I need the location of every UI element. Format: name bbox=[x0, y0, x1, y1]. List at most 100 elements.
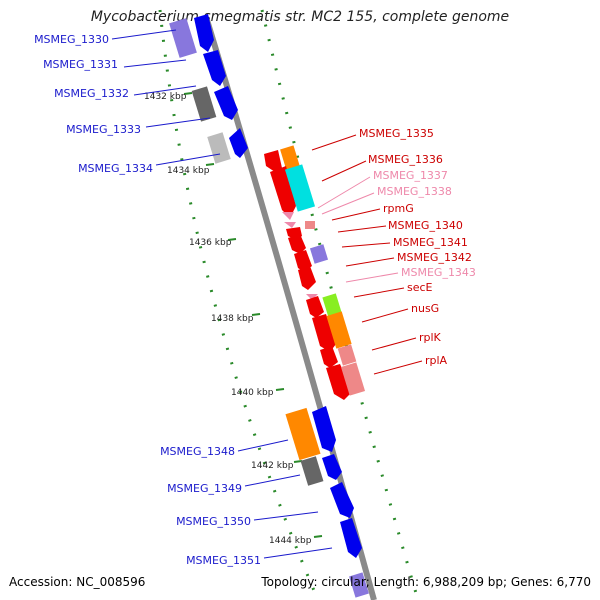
gene-arrow bbox=[340, 518, 362, 558]
leader-line bbox=[237, 439, 289, 452]
gene-block bbox=[340, 362, 366, 396]
kbp-label: 1440 kbp bbox=[231, 388, 274, 398]
kbp-label: 1442 kbp bbox=[251, 461, 294, 471]
genome-summary-text: Topology: circular; Length: 6,988,209 bp… bbox=[261, 575, 591, 589]
gene-label[interactable]: MSMEG_1335 bbox=[359, 127, 434, 140]
gene-arrow bbox=[306, 294, 318, 300]
gene-arrow bbox=[312, 406, 336, 452]
gene-label[interactable]: MSMEG_1334 bbox=[78, 162, 153, 175]
kbp-label: 1444 kbp bbox=[269, 536, 312, 546]
lower-genes bbox=[285, 406, 369, 598]
kbp-tick bbox=[313, 535, 323, 538]
gene-label[interactable]: nusG bbox=[411, 302, 439, 315]
gene-label[interactable]: secE bbox=[407, 281, 433, 294]
gene-block bbox=[207, 132, 231, 164]
gene-block bbox=[349, 572, 369, 598]
leader-line bbox=[123, 59, 187, 68]
gene-label[interactable]: MSMEG_1337 bbox=[373, 169, 448, 182]
gene-label[interactable]: MSMEG_1330 bbox=[34, 33, 109, 46]
leader-lines-red bbox=[311, 134, 423, 375]
gene-arrow bbox=[203, 50, 226, 86]
accession-text: Accession: NC_008596 bbox=[9, 575, 146, 589]
gene-label[interactable]: MSMEG_1351 bbox=[186, 554, 261, 567]
leader-line bbox=[263, 547, 333, 559]
gene-arrow bbox=[294, 250, 312, 272]
gene-label[interactable]: MSMEG_1350 bbox=[176, 515, 251, 528]
gene-block bbox=[280, 145, 300, 171]
leader-line bbox=[345, 257, 395, 267]
leader-line bbox=[317, 176, 371, 209]
gene-arrow bbox=[264, 150, 282, 172]
gene-block bbox=[285, 407, 321, 461]
kbp-label: 1432 kbp bbox=[144, 92, 187, 102]
gene-label[interactable]: MSMEG_1332 bbox=[54, 87, 129, 100]
leader-line bbox=[253, 511, 319, 521]
gene-label[interactable]: rplK bbox=[419, 331, 442, 344]
kbp-label: 1434 kbp bbox=[167, 166, 210, 176]
kbp-tick bbox=[251, 313, 261, 316]
gene-label[interactable]: rpmG bbox=[383, 202, 414, 215]
gene-label[interactable]: MSMEG_1341 bbox=[393, 236, 468, 249]
gene-block bbox=[337, 344, 357, 366]
gene-arrow bbox=[322, 454, 342, 480]
gene-label[interactable]: MSMEG_1331 bbox=[43, 58, 118, 71]
leader-line bbox=[321, 160, 367, 182]
leader-line bbox=[244, 474, 301, 487]
gene-label[interactable]: MSMEG_1340 bbox=[388, 219, 463, 232]
kbp-label: 1436 kbp bbox=[189, 238, 232, 248]
gene-label[interactable]: MSMEG_1342 bbox=[397, 251, 472, 264]
leader-line bbox=[145, 117, 211, 128]
gene-label[interactable]: rplA bbox=[425, 354, 448, 367]
gene-block bbox=[300, 456, 324, 486]
gene-block bbox=[191, 86, 217, 122]
gene-block bbox=[322, 293, 342, 317]
gene-arrow bbox=[306, 296, 324, 318]
gene-block bbox=[309, 244, 329, 264]
kbp-tick bbox=[183, 92, 193, 95]
gene-label[interactable]: MSMEG_1348 bbox=[160, 445, 235, 458]
kbp-tick bbox=[275, 388, 285, 391]
leader-line bbox=[331, 208, 381, 221]
leader-line bbox=[111, 29, 177, 40]
leader-line bbox=[345, 272, 399, 283]
upper-left-genes bbox=[169, 14, 248, 164]
leader-line bbox=[337, 225, 387, 233]
gene-arrow bbox=[229, 128, 248, 158]
kbp-tick bbox=[227, 238, 237, 241]
gene-label[interactable]: MSMEG_1343 bbox=[401, 266, 476, 279]
gene-block bbox=[169, 18, 197, 58]
gene-arrow bbox=[330, 482, 354, 518]
leader-lines-blue bbox=[111, 29, 333, 559]
gene-arrow bbox=[214, 86, 238, 120]
gene-label[interactable]: MSMEG_1333 bbox=[66, 123, 141, 136]
gene-arrow bbox=[270, 166, 296, 218]
gene-label[interactable]: MSMEG_1349 bbox=[167, 482, 242, 495]
gene-arrow bbox=[320, 346, 338, 368]
leader-line bbox=[311, 134, 357, 151]
gene-arrow bbox=[298, 266, 316, 290]
gene-block bbox=[326, 311, 352, 349]
middle-genes bbox=[264, 145, 366, 400]
leader-line bbox=[133, 85, 197, 96]
gene-arrow bbox=[282, 212, 294, 220]
gene-block bbox=[305, 221, 315, 229]
leader-line bbox=[371, 337, 417, 351]
leader-line bbox=[321, 192, 375, 215]
gene-label[interactable]: MSMEG_1336 bbox=[368, 153, 443, 166]
leader-line bbox=[341, 242, 391, 248]
gene-arrow bbox=[312, 314, 336, 352]
leader-line bbox=[373, 360, 423, 375]
gene-block bbox=[284, 164, 316, 212]
gene-label[interactable]: MSMEG_1338 bbox=[377, 185, 452, 198]
kbp-label: 1438 kbp bbox=[211, 314, 254, 324]
leader-line bbox=[361, 308, 409, 323]
gene-arrow bbox=[284, 222, 296, 228]
leader-line bbox=[155, 153, 221, 166]
gene-arrow bbox=[326, 364, 352, 400]
gene-arrow bbox=[288, 234, 306, 254]
gene-arrow bbox=[194, 14, 214, 52]
kbp-tick bbox=[205, 163, 215, 166]
leader-line bbox=[353, 287, 405, 298]
